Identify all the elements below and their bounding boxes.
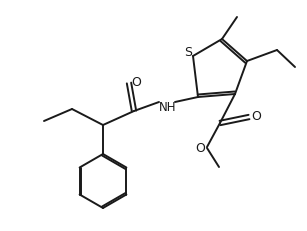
Text: O: O <box>131 76 141 89</box>
Text: S: S <box>184 45 192 58</box>
Text: O: O <box>251 110 261 123</box>
Text: O: O <box>195 142 205 155</box>
Text: NH: NH <box>159 101 177 114</box>
